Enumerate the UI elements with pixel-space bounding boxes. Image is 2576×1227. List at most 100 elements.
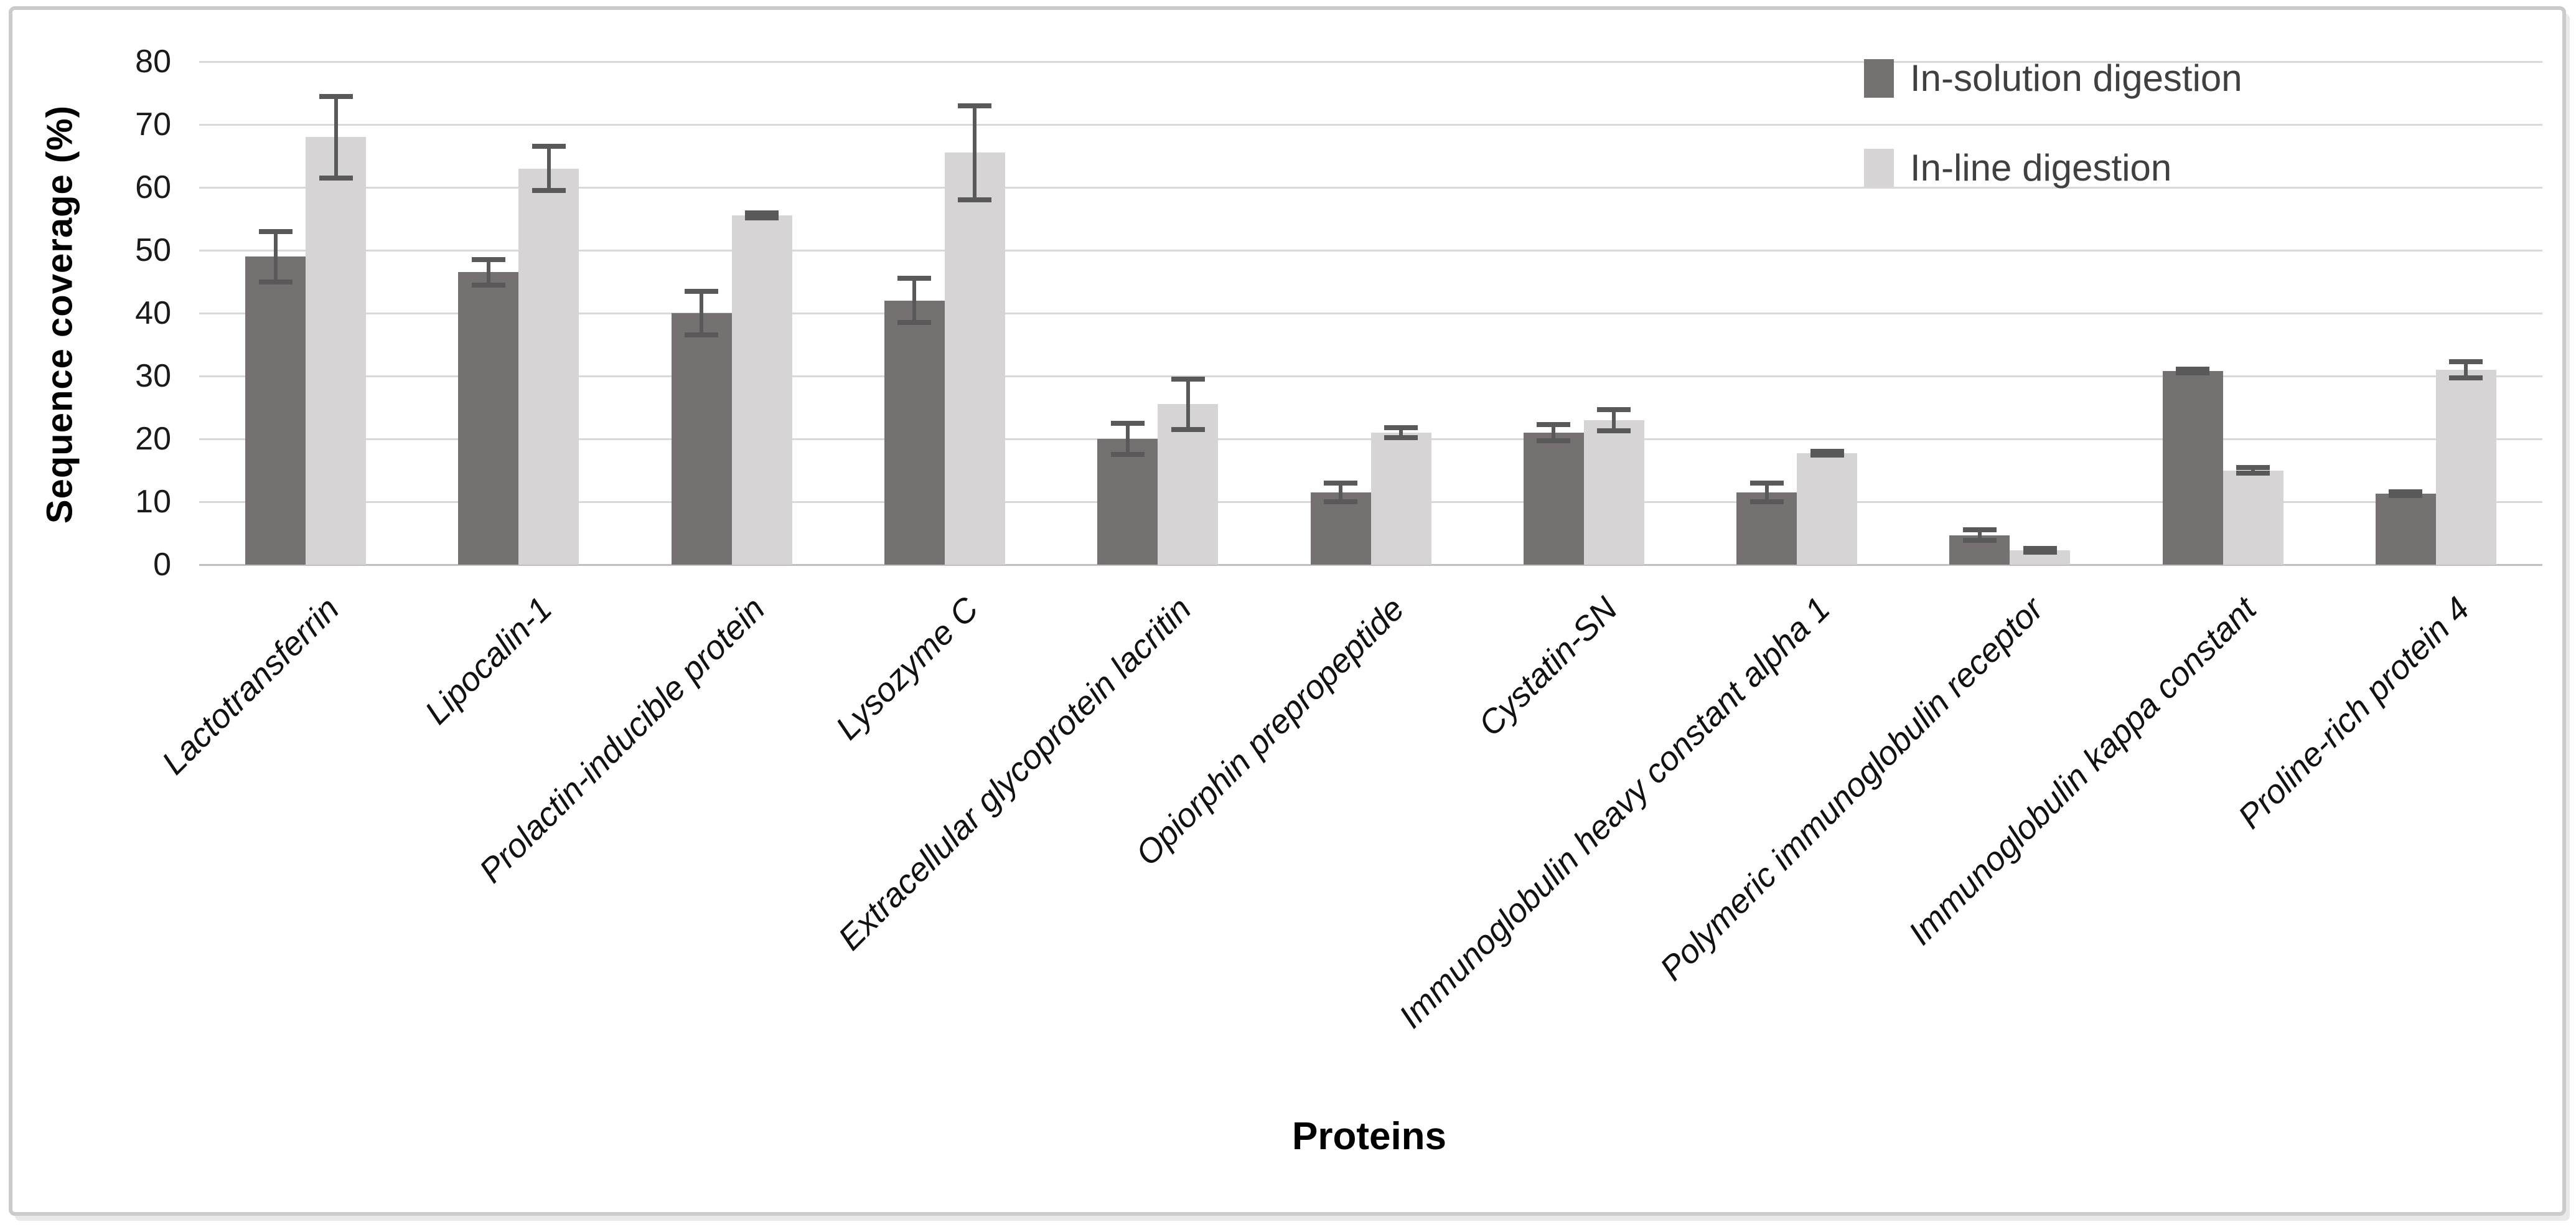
category-label: Proline-rich protein 4 bbox=[2231, 590, 2477, 836]
gridline bbox=[199, 60, 2542, 63]
error-bar bbox=[486, 260, 490, 285]
bar-in-solution bbox=[1097, 439, 1158, 565]
error-bar bbox=[912, 278, 917, 323]
bar-in-solution bbox=[458, 272, 519, 565]
bar-in-solution bbox=[1523, 432, 1584, 565]
error-bar-cap bbox=[2023, 545, 2057, 551]
error-bar-cap bbox=[319, 175, 353, 181]
error-bar-cap bbox=[1749, 480, 1784, 486]
error-bar-cap bbox=[2449, 375, 2483, 381]
error-bar-cap bbox=[1810, 449, 1844, 454]
error-bar-cap bbox=[745, 210, 779, 216]
error-bar-cap bbox=[258, 279, 293, 284]
bar-in-solution bbox=[671, 313, 732, 565]
bar-in-line bbox=[1797, 453, 1858, 565]
error-bar-cap bbox=[319, 93, 353, 99]
error-bar bbox=[700, 291, 704, 336]
gridline bbox=[199, 186, 2542, 189]
bar-in-line bbox=[1370, 432, 1431, 565]
error-bar-cap bbox=[1324, 499, 1357, 504]
error-bar-cap bbox=[897, 320, 932, 326]
error-bar bbox=[1612, 409, 1616, 431]
bar-in-solution bbox=[2162, 370, 2223, 565]
error-bar-cap bbox=[2389, 489, 2423, 494]
error-bar-cap bbox=[1384, 425, 1418, 430]
bar-in-line bbox=[306, 137, 367, 565]
bar-in-solution bbox=[884, 300, 945, 565]
y-tick-label: 60 bbox=[135, 169, 171, 205]
error-bar-cap bbox=[532, 188, 566, 194]
error-bar-cap bbox=[1749, 499, 1784, 504]
error-bar-cap bbox=[2389, 492, 2423, 498]
error-bar-cap bbox=[1171, 426, 1205, 432]
y-tick-label: 40 bbox=[135, 295, 171, 331]
error-bar-cap bbox=[1962, 527, 1997, 533]
error-bar-cap bbox=[2236, 470, 2270, 476]
error-bar-cap bbox=[1110, 452, 1145, 458]
bar-in-line bbox=[518, 168, 579, 565]
error-bar-cap bbox=[2176, 366, 2210, 372]
bar-in-solution bbox=[2375, 493, 2436, 565]
error-bar-cap bbox=[1810, 453, 1844, 458]
bar-in-line bbox=[731, 215, 792, 565]
error-bar-cap bbox=[1171, 377, 1205, 382]
category-label: Extracellular glycoprotein lacritin bbox=[831, 590, 1199, 957]
bar-in-solution bbox=[245, 256, 306, 565]
error-bar-cap bbox=[958, 197, 992, 203]
error-bar-cap bbox=[2176, 370, 2210, 375]
error-bar bbox=[273, 231, 278, 282]
y-tick-label: 70 bbox=[135, 106, 171, 143]
bar-in-line bbox=[1583, 420, 1644, 565]
legend-item-in-solution: In-solution digestion bbox=[1864, 59, 2242, 98]
category-label: Lipocalin-1 bbox=[418, 590, 560, 731]
x-axis-title: Proteins bbox=[1291, 1115, 1447, 1158]
error-bar-cap bbox=[745, 215, 779, 221]
bar-in-line bbox=[2222, 470, 2283, 565]
error-bar-cap bbox=[1324, 480, 1357, 486]
bar-in-line bbox=[2435, 369, 2496, 565]
error-bar-cap bbox=[1537, 438, 1571, 444]
in-solution-swatch-icon bbox=[1864, 59, 1894, 98]
legend: In-solution digestion In-line digestion bbox=[1864, 59, 2242, 187]
error-bar-cap bbox=[2449, 359, 2483, 364]
legend-label: In-line digestion bbox=[1910, 147, 2172, 189]
error-bar-cap bbox=[897, 276, 932, 281]
legend-label: In-solution digestion bbox=[1910, 57, 2242, 99]
error-bar-cap bbox=[471, 282, 505, 288]
gridline bbox=[199, 375, 2542, 377]
error-bar-cap bbox=[1384, 435, 1418, 440]
error-bar-cap bbox=[2023, 549, 2057, 555]
legend-item-in-line: In-line digestion bbox=[1864, 149, 2242, 187]
y-tick-label: 80 bbox=[135, 44, 171, 80]
error-bar-cap bbox=[2236, 465, 2270, 471]
error-bar bbox=[546, 146, 551, 191]
y-tick-label: 20 bbox=[135, 421, 171, 457]
x-axis-line bbox=[199, 563, 2542, 566]
error-bar bbox=[760, 213, 764, 219]
error-bar bbox=[2464, 361, 2468, 378]
error-bar bbox=[2251, 468, 2255, 473]
error-bar bbox=[1764, 482, 1769, 502]
error-bar-cap bbox=[1962, 537, 1997, 543]
category-label: Cystatin-SN bbox=[1471, 590, 1625, 743]
gridline bbox=[199, 249, 2542, 252]
error-bar-cap bbox=[532, 144, 566, 149]
error-bar bbox=[973, 105, 977, 200]
bar-in-solution bbox=[1310, 492, 1371, 565]
category-label: Lactotransferrin bbox=[154, 590, 347, 782]
error-bar-cap bbox=[1597, 407, 1631, 412]
bar-in-solution bbox=[1736, 492, 1797, 565]
error-bar-cap bbox=[685, 288, 719, 294]
error-bar bbox=[334, 96, 338, 178]
category-label: Immunoglobulin heavy constant alpha 1 bbox=[1392, 590, 1838, 1036]
y-tick-label: 50 bbox=[135, 232, 171, 268]
error-bar-cap bbox=[685, 332, 719, 338]
y-tick-label: 30 bbox=[135, 358, 171, 394]
bar-in-line bbox=[944, 153, 1005, 565]
category-label: Immunoglobulin kappa constant bbox=[1901, 590, 2264, 952]
error-bar-cap bbox=[1597, 428, 1631, 433]
y-tick-label: 10 bbox=[135, 484, 171, 520]
error-bar bbox=[1399, 427, 1403, 438]
error-bar-cap bbox=[258, 228, 293, 234]
error-bar bbox=[1186, 379, 1190, 430]
